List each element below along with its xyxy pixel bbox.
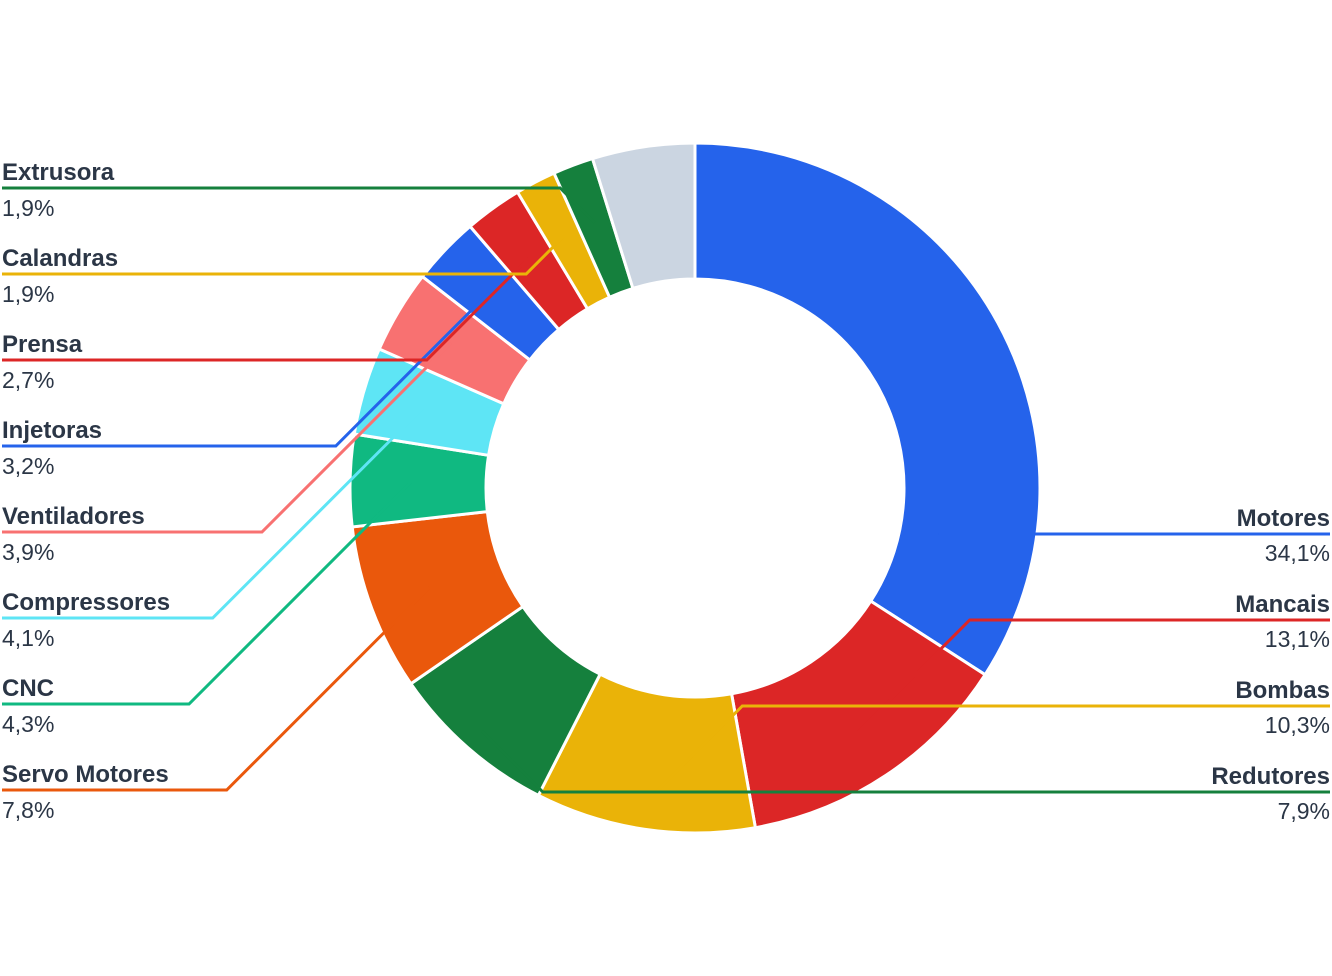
leader-line-prensa — [2, 256, 530, 362]
value-servo-motores: 7,8% — [2, 797, 54, 823]
value-bombas: 10,3% — [1265, 712, 1330, 738]
slice-other[interactable] — [590, 141, 697, 291]
label-bombas: Bombas — [1235, 677, 1330, 704]
leader-line-redutores — [480, 730, 1330, 794]
leader-line-calandras — [2, 235, 565, 276]
leader-lines — [2, 186, 1330, 801]
value-extrusora: 1,9% — [2, 195, 54, 221]
leader-line-injetoras — [2, 291, 491, 448]
value-motores: 34,1% — [1265, 540, 1330, 566]
label-prensa: Prensa — [2, 331, 83, 358]
label-calandras: Calandras — [2, 245, 118, 272]
label-cnc: CNC — [2, 675, 54, 702]
leader-line-extrusora — [2, 186, 596, 224]
value-redutores: 7,9% — [1278, 798, 1330, 824]
leader-line-servo-motores — [2, 586, 431, 792]
label-motores: Motores — [1237, 505, 1330, 532]
leader-line-compressores — [2, 406, 424, 620]
label-mancais: Mancais — [1235, 591, 1330, 618]
value-cnc: 4,3% — [2, 711, 54, 737]
donut-slices — [348, 141, 1042, 835]
leader-line-ventiladores — [2, 341, 453, 534]
label-injetoras: Injetoras — [2, 417, 102, 444]
slice-motores[interactable] — [693, 141, 1042, 677]
value-ventiladores: 3,9% — [2, 539, 54, 565]
slice-labels: Motores 34,1% Mancais 13,1% Bombas 10,3% Redut… — [2, 159, 1330, 824]
value-prensa: 2,7% — [2, 367, 54, 393]
label-compressores: Compressores — [2, 589, 170, 616]
label-ventiladores: Ventiladores — [2, 503, 145, 530]
value-compressores: 4,1% — [2, 625, 54, 651]
value-calandras: 1,9% — [2, 281, 54, 307]
label-redutores: Redutores — [1211, 763, 1330, 790]
value-mancais: 13,1% — [1265, 626, 1330, 652]
label-servo-motores: Servo Motores — [2, 761, 169, 788]
leader-line-mancais — [856, 618, 1330, 734]
value-injetoras: 3,2% — [2, 453, 54, 479]
label-extrusora: Extrusora — [2, 159, 115, 186]
leader-line-cnc — [2, 480, 413, 706]
leader-line-bombas — [647, 704, 1330, 801]
